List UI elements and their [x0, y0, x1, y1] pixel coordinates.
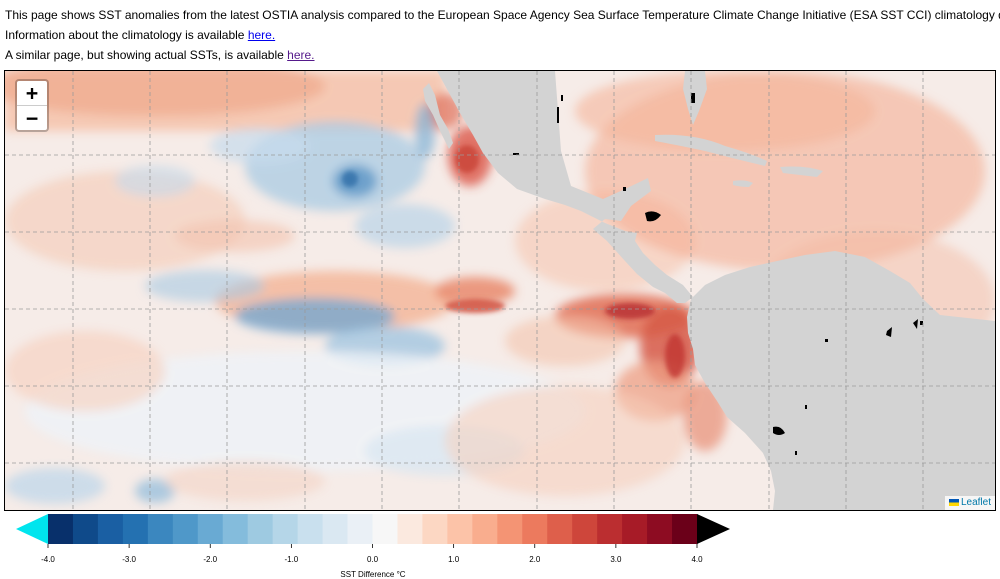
- intro-line-2-text: Information about the climatology is ava…: [5, 28, 248, 42]
- colorbar-cell: [122, 514, 149, 544]
- colorbar-tick-label: -2.0: [203, 555, 218, 564]
- colorbar-cell: [222, 514, 249, 544]
- intro-line-3: A similar page, but showing actual SSTs,…: [5, 48, 315, 62]
- zoom-control: + −: [15, 79, 49, 132]
- intro-line-1: This page shows SST anomalies from the l…: [5, 8, 1000, 22]
- colorbar-cell: [48, 514, 74, 544]
- actual-sst-link[interactable]: here.: [287, 48, 315, 62]
- colorbar-cell: [172, 514, 199, 544]
- colorbar-cell: [647, 514, 673, 544]
- map-attribution: Leaflet: [944, 496, 995, 510]
- colorbar-cells: [48, 514, 698, 544]
- ukraine-flag-icon: [948, 499, 959, 506]
- colorbar-tick-label: 2.0: [529, 555, 541, 564]
- colorbar-cell: [147, 514, 174, 544]
- zoom-in-button[interactable]: +: [25, 81, 39, 105]
- colorbar-cell: [322, 514, 349, 544]
- colorbar-cell: [272, 514, 299, 544]
- climatology-info-link[interactable]: here.: [247, 28, 276, 42]
- colorbar-tick-label: -4.0: [41, 555, 55, 564]
- anomaly-detail: [342, 145, 685, 378]
- colorbar-cell: [247, 514, 274, 544]
- colorbar-tick-label: 1.0: [448, 555, 460, 564]
- colorbar-cell: [447, 514, 473, 544]
- colorbar-cell: [297, 514, 324, 544]
- graticule: [5, 71, 995, 510]
- colorbar-tick-label: -3.0: [122, 555, 137, 564]
- colorbar-cell: [397, 514, 424, 544]
- colorbar-tick-label: 3.0: [610, 555, 622, 564]
- leaflet-link[interactable]: Leaflet: [960, 497, 991, 508]
- map-layer: [5, 71, 995, 510]
- colorbar-cell: [597, 514, 623, 544]
- intro-line-3-text: A similar page, but showing actual SSTs,…: [5, 48, 288, 62]
- colorbar-cell: [522, 514, 548, 544]
- colorbar-cell: [497, 514, 523, 544]
- colorbar-cell: [72, 514, 99, 544]
- colorbar-cell: [372, 514, 399, 544]
- colorbar-over-arrow: [697, 514, 730, 544]
- zoom-out-button[interactable]: −: [17, 105, 47, 130]
- colorbar-cell: [672, 514, 698, 544]
- colorbar-under-arrow: [16, 514, 48, 544]
- colorbar-cell: [472, 514, 498, 544]
- colorbar: [16, 514, 730, 548]
- colorbar-tick-label: -1.0: [284, 555, 299, 564]
- sst-anomaly-map[interactable]: + − Leaflet: [4, 70, 996, 511]
- colorbar-tick-label: 0.0: [366, 555, 379, 564]
- colorbar-label: SST Difference °C: [340, 570, 406, 579]
- colorbar-tick-label: 4.0: [691, 555, 703, 564]
- colorbar-cell: [622, 514, 648, 544]
- colorbar-cell: [422, 514, 448, 544]
- colorbar-cell: [572, 514, 598, 544]
- colorbar-cell: [347, 514, 374, 544]
- intro-line-2: Information about the climatology is ava…: [5, 28, 275, 42]
- colorbar-cell: [197, 514, 224, 544]
- lake-markers: [557, 93, 923, 455]
- land: [423, 71, 995, 510]
- colorbar-cell: [547, 514, 573, 544]
- colorbar-tick-marks: [47, 544, 698, 548]
- colorbar-cell: [97, 514, 124, 544]
